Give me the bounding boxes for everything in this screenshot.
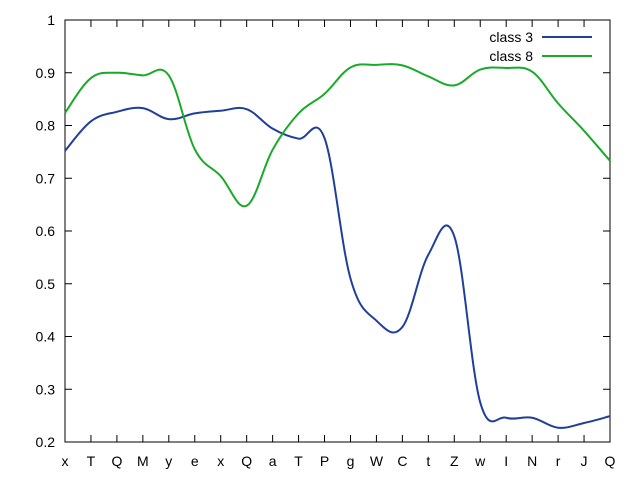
- y-tick-label: 0.7: [36, 170, 56, 186]
- y-tick-label: 0.9: [36, 65, 56, 81]
- legend: class 3 class 8: [489, 29, 592, 64]
- x-tick-label: g: [347, 453, 355, 469]
- x-tick-label: Q: [605, 453, 616, 469]
- x-tick-label: T: [87, 453, 96, 469]
- x-tick-label: x: [217, 453, 224, 469]
- x-tick-label: e: [191, 453, 199, 469]
- y-tick-label: 0.2: [36, 434, 56, 450]
- plot-frame: [64, 19, 611, 443]
- y-tick-label: 0.8: [36, 118, 56, 134]
- x-tick-label: N: [527, 453, 537, 469]
- x-tick-label: r: [556, 453, 561, 469]
- y-tick-label: 0.6: [36, 223, 56, 239]
- series-line-class-8: [64, 63, 611, 208]
- x-tick-label: J: [581, 453, 588, 469]
- x-tick-label: t: [426, 453, 430, 469]
- x-tick-label: W: [370, 453, 384, 469]
- x-tick-label: w: [474, 453, 486, 469]
- axis-ticks: [64, 19, 611, 443]
- y-tick-label: 1: [47, 12, 55, 28]
- x-tick-label: x: [62, 453, 69, 469]
- x-tick-label: Q: [241, 453, 252, 469]
- legend-label-class-8: class 8: [489, 48, 533, 64]
- x-tick-label: C: [397, 453, 407, 469]
- legend-label-class-3: class 3: [489, 29, 533, 45]
- x-tick-label: a: [269, 453, 277, 469]
- x-tick-label: P: [320, 453, 329, 469]
- series-lines: [64, 63, 611, 429]
- x-tick-label: M: [137, 453, 149, 469]
- x-tick-label: T: [294, 453, 303, 469]
- x-tick-label: Z: [450, 453, 459, 469]
- y-tick-label: 0.3: [36, 381, 56, 397]
- y-tick-label: 0.4: [36, 329, 56, 345]
- x-tick-label: Q: [111, 453, 122, 469]
- series-line-class-3: [64, 106, 611, 429]
- y-tick-label: 0.5: [36, 276, 56, 292]
- x-tick-label: y: [165, 453, 172, 469]
- x-tick-label: I: [504, 453, 508, 469]
